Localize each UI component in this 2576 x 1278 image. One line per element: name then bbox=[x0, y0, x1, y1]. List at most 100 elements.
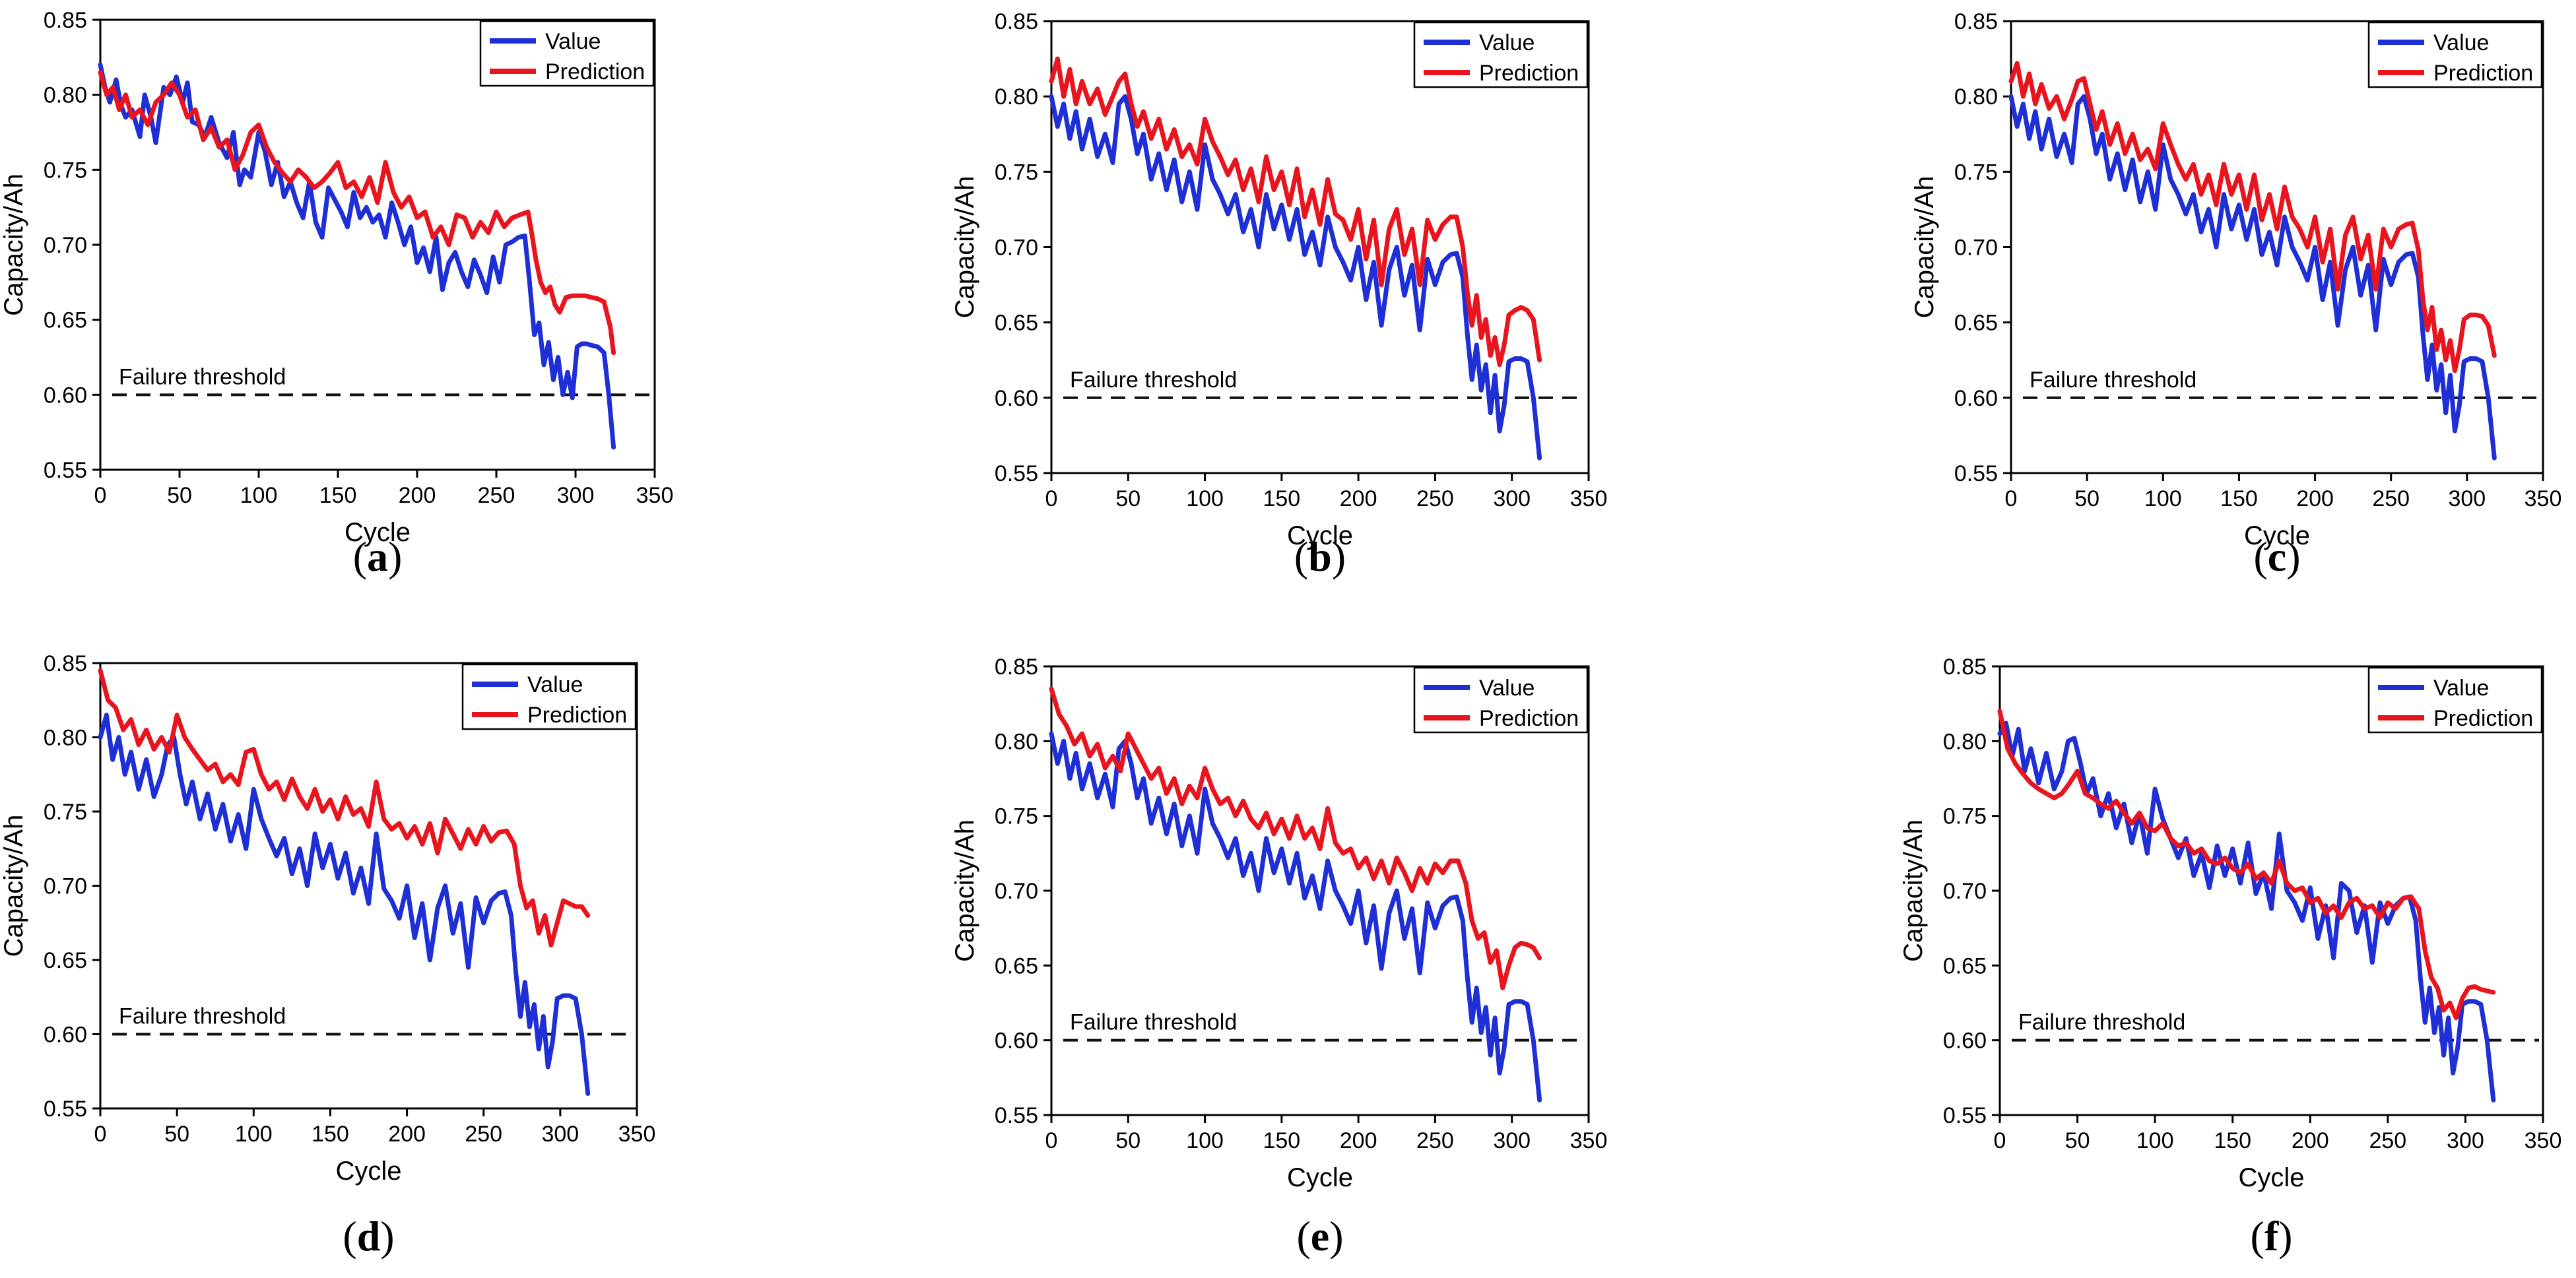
series-line-e-prediction bbox=[1049, 686, 1542, 990]
y-axis-title-b: Capacity/Ah bbox=[950, 176, 979, 319]
y-tick-label-a-5: 0.80 bbox=[44, 83, 87, 108]
x-tick-label-d-4: 200 bbox=[388, 1122, 426, 1147]
legend-label-e-value: Value bbox=[1479, 676, 1535, 701]
series-line-c-value bbox=[2008, 94, 2497, 461]
threshold-label-d: Failure threshold bbox=[119, 1004, 286, 1029]
y-tick-label-e-2: 0.65 bbox=[995, 953, 1038, 978]
panel-caption-b: (b) bbox=[1294, 533, 1346, 580]
panel-caption-c: (c) bbox=[2253, 533, 2300, 580]
x-tick-label-b-4: 200 bbox=[1340, 486, 1377, 511]
x-tick-label-e-0: 0 bbox=[1045, 1128, 1058, 1153]
panel-caption-d: (d) bbox=[343, 1213, 394, 1260]
y-axis-title-c: Capacity/Ah bbox=[1910, 176, 1939, 319]
threshold-label-f: Failure threshold bbox=[2018, 1010, 2185, 1035]
x-tick-label-f-5: 250 bbox=[2369, 1128, 2406, 1153]
threshold-label-b: Failure threshold bbox=[1070, 367, 1237, 393]
y-tick-label-f-4: 0.75 bbox=[1943, 804, 1987, 829]
x-tick-label-c-3: 150 bbox=[2220, 486, 2258, 511]
x-tick-label-b-5: 250 bbox=[1416, 486, 1454, 511]
caption-close-paren: ) bbox=[2278, 1213, 2292, 1260]
y-tick-label-a-0: 0.55 bbox=[44, 458, 87, 483]
x-tick-label-c-6: 300 bbox=[2448, 486, 2486, 511]
chart-panel-a: 0 50 100 150 200 250 300 350 0.55 0.60 0.65 0.70 0.7… bbox=[0, 8, 673, 580]
x-tick-label-c-2: 100 bbox=[2144, 486, 2182, 511]
plot-frame-a bbox=[99, 18, 656, 471]
y-tick-label-a-1: 0.60 bbox=[44, 383, 87, 408]
y-tick-label-c-0: 0.55 bbox=[1954, 461, 1998, 486]
plot-frame-b bbox=[1050, 20, 1590, 474]
series-line-e-value bbox=[1049, 731, 1542, 1102]
caption-open-paren: ( bbox=[343, 1213, 356, 1260]
y-tick-label-f-3: 0.70 bbox=[1943, 879, 1987, 904]
y-tick-label-b-6: 0.85 bbox=[995, 9, 1038, 34]
x-tick-label-e-7: 350 bbox=[1570, 1128, 1608, 1153]
caption-close-paren: ) bbox=[388, 533, 402, 580]
y-tick-label-b-1: 0.60 bbox=[995, 386, 1038, 411]
y-tick-label-a-4: 0.75 bbox=[44, 158, 87, 183]
caption-letter: b bbox=[1308, 533, 1332, 580]
panel-caption-a: (a) bbox=[353, 533, 403, 580]
x-axis-title-c: Cycle bbox=[2244, 521, 2310, 550]
y-tick-label-e-4: 0.75 bbox=[995, 804, 1038, 829]
y-tick-label-e-3: 0.70 bbox=[995, 879, 1038, 904]
y-axis-title-a: Capacity/Ah bbox=[0, 174, 28, 316]
chart-panel-f: 0 50 100 150 200 250 300 350 0.55 0.60 0.65 0.70 0.7… bbox=[1899, 655, 2561, 1260]
y-axis-title-d: Capacity/Ah bbox=[0, 815, 28, 957]
caption-close-paren: ) bbox=[1329, 1213, 1343, 1260]
chart-panel-d: 0 50 100 150 200 250 300 350 0.55 0.60 0.65 0.70 0.7… bbox=[0, 651, 655, 1260]
legend-label-b-prediction: Prediction bbox=[1479, 61, 1579, 86]
x-tick-label-e-3: 150 bbox=[1263, 1128, 1300, 1153]
caption-close-paren: ) bbox=[380, 1213, 394, 1260]
y-axis-title-f: Capacity/Ah bbox=[1899, 819, 1928, 962]
series-line-b-value bbox=[1049, 94, 1542, 461]
legend-label-a-value: Value bbox=[545, 29, 601, 54]
legend-label-c-prediction: Prediction bbox=[2433, 61, 2533, 86]
y-tick-label-a-3: 0.70 bbox=[44, 233, 87, 258]
legend-label-a-prediction: Prediction bbox=[545, 59, 645, 84]
y-tick-label-d-0: 0.55 bbox=[44, 1097, 87, 1122]
x-tick-label-c-5: 250 bbox=[2372, 486, 2410, 511]
y-tick-label-a-6: 0.85 bbox=[44, 8, 87, 33]
chart-panel-c: 0 50 100 150 200 250 300 350 0.55 0.60 0.65 0.70 0.7… bbox=[1910, 9, 2561, 580]
x-tick-label-d-5: 250 bbox=[465, 1122, 502, 1147]
series-line-d-prediction bbox=[98, 668, 591, 947]
legend-label-f-prediction: Prediction bbox=[2433, 706, 2533, 731]
series-line-f-value bbox=[1997, 720, 2496, 1102]
x-axis-title-a: Cycle bbox=[345, 518, 411, 547]
legend-label-d-value: Value bbox=[527, 672, 583, 697]
y-tick-label-d-2: 0.65 bbox=[44, 948, 87, 973]
legend-box-c bbox=[2367, 21, 2543, 88]
x-tick-label-b-3: 150 bbox=[1263, 486, 1300, 511]
caption-open-paren: ( bbox=[353, 533, 367, 580]
x-tick-label-d-3: 150 bbox=[312, 1122, 349, 1147]
x-tick-label-e-1: 50 bbox=[1115, 1128, 1140, 1153]
caption-open-paren: ( bbox=[1296, 1213, 1310, 1260]
y-tick-label-c-3: 0.70 bbox=[1954, 236, 1998, 261]
x-tick-label-b-2: 100 bbox=[1186, 486, 1224, 511]
y-tick-label-d-5: 0.80 bbox=[44, 726, 87, 751]
caption-letter: d bbox=[357, 1213, 381, 1260]
y-tick-label-c-5: 0.80 bbox=[1954, 84, 1998, 110]
legend-box-e bbox=[1413, 666, 1589, 734]
legend-box-d bbox=[461, 663, 637, 730]
y-tick-label-d-4: 0.75 bbox=[44, 800, 87, 825]
y-tick-label-b-3: 0.70 bbox=[995, 236, 1038, 261]
caption-letter: a bbox=[367, 533, 388, 580]
caption-close-paren: ) bbox=[1332, 533, 1346, 580]
x-tick-label-a-6: 300 bbox=[557, 483, 595, 508]
x-tick-label-f-4: 200 bbox=[2292, 1128, 2329, 1153]
x-tick-label-a-2: 100 bbox=[240, 483, 278, 508]
legend-box-a bbox=[479, 20, 655, 87]
plot-frame-e bbox=[1050, 665, 1590, 1116]
y-tick-label-c-4: 0.75 bbox=[1954, 160, 1998, 185]
y-tick-label-e-0: 0.55 bbox=[995, 1103, 1038, 1128]
caption-letter: f bbox=[2264, 1213, 2279, 1260]
y-tick-label-b-4: 0.75 bbox=[995, 160, 1038, 185]
x-tick-label-e-5: 250 bbox=[1416, 1128, 1454, 1153]
x-tick-label-f-0: 0 bbox=[1994, 1128, 2006, 1153]
x-tick-label-e-6: 300 bbox=[1493, 1128, 1531, 1153]
x-tick-label-f-3: 150 bbox=[2214, 1128, 2251, 1153]
y-tick-label-f-2: 0.65 bbox=[1943, 953, 1987, 978]
x-axis-title-b: Cycle bbox=[1287, 521, 1353, 550]
y-tick-label-d-3: 0.70 bbox=[44, 874, 87, 899]
